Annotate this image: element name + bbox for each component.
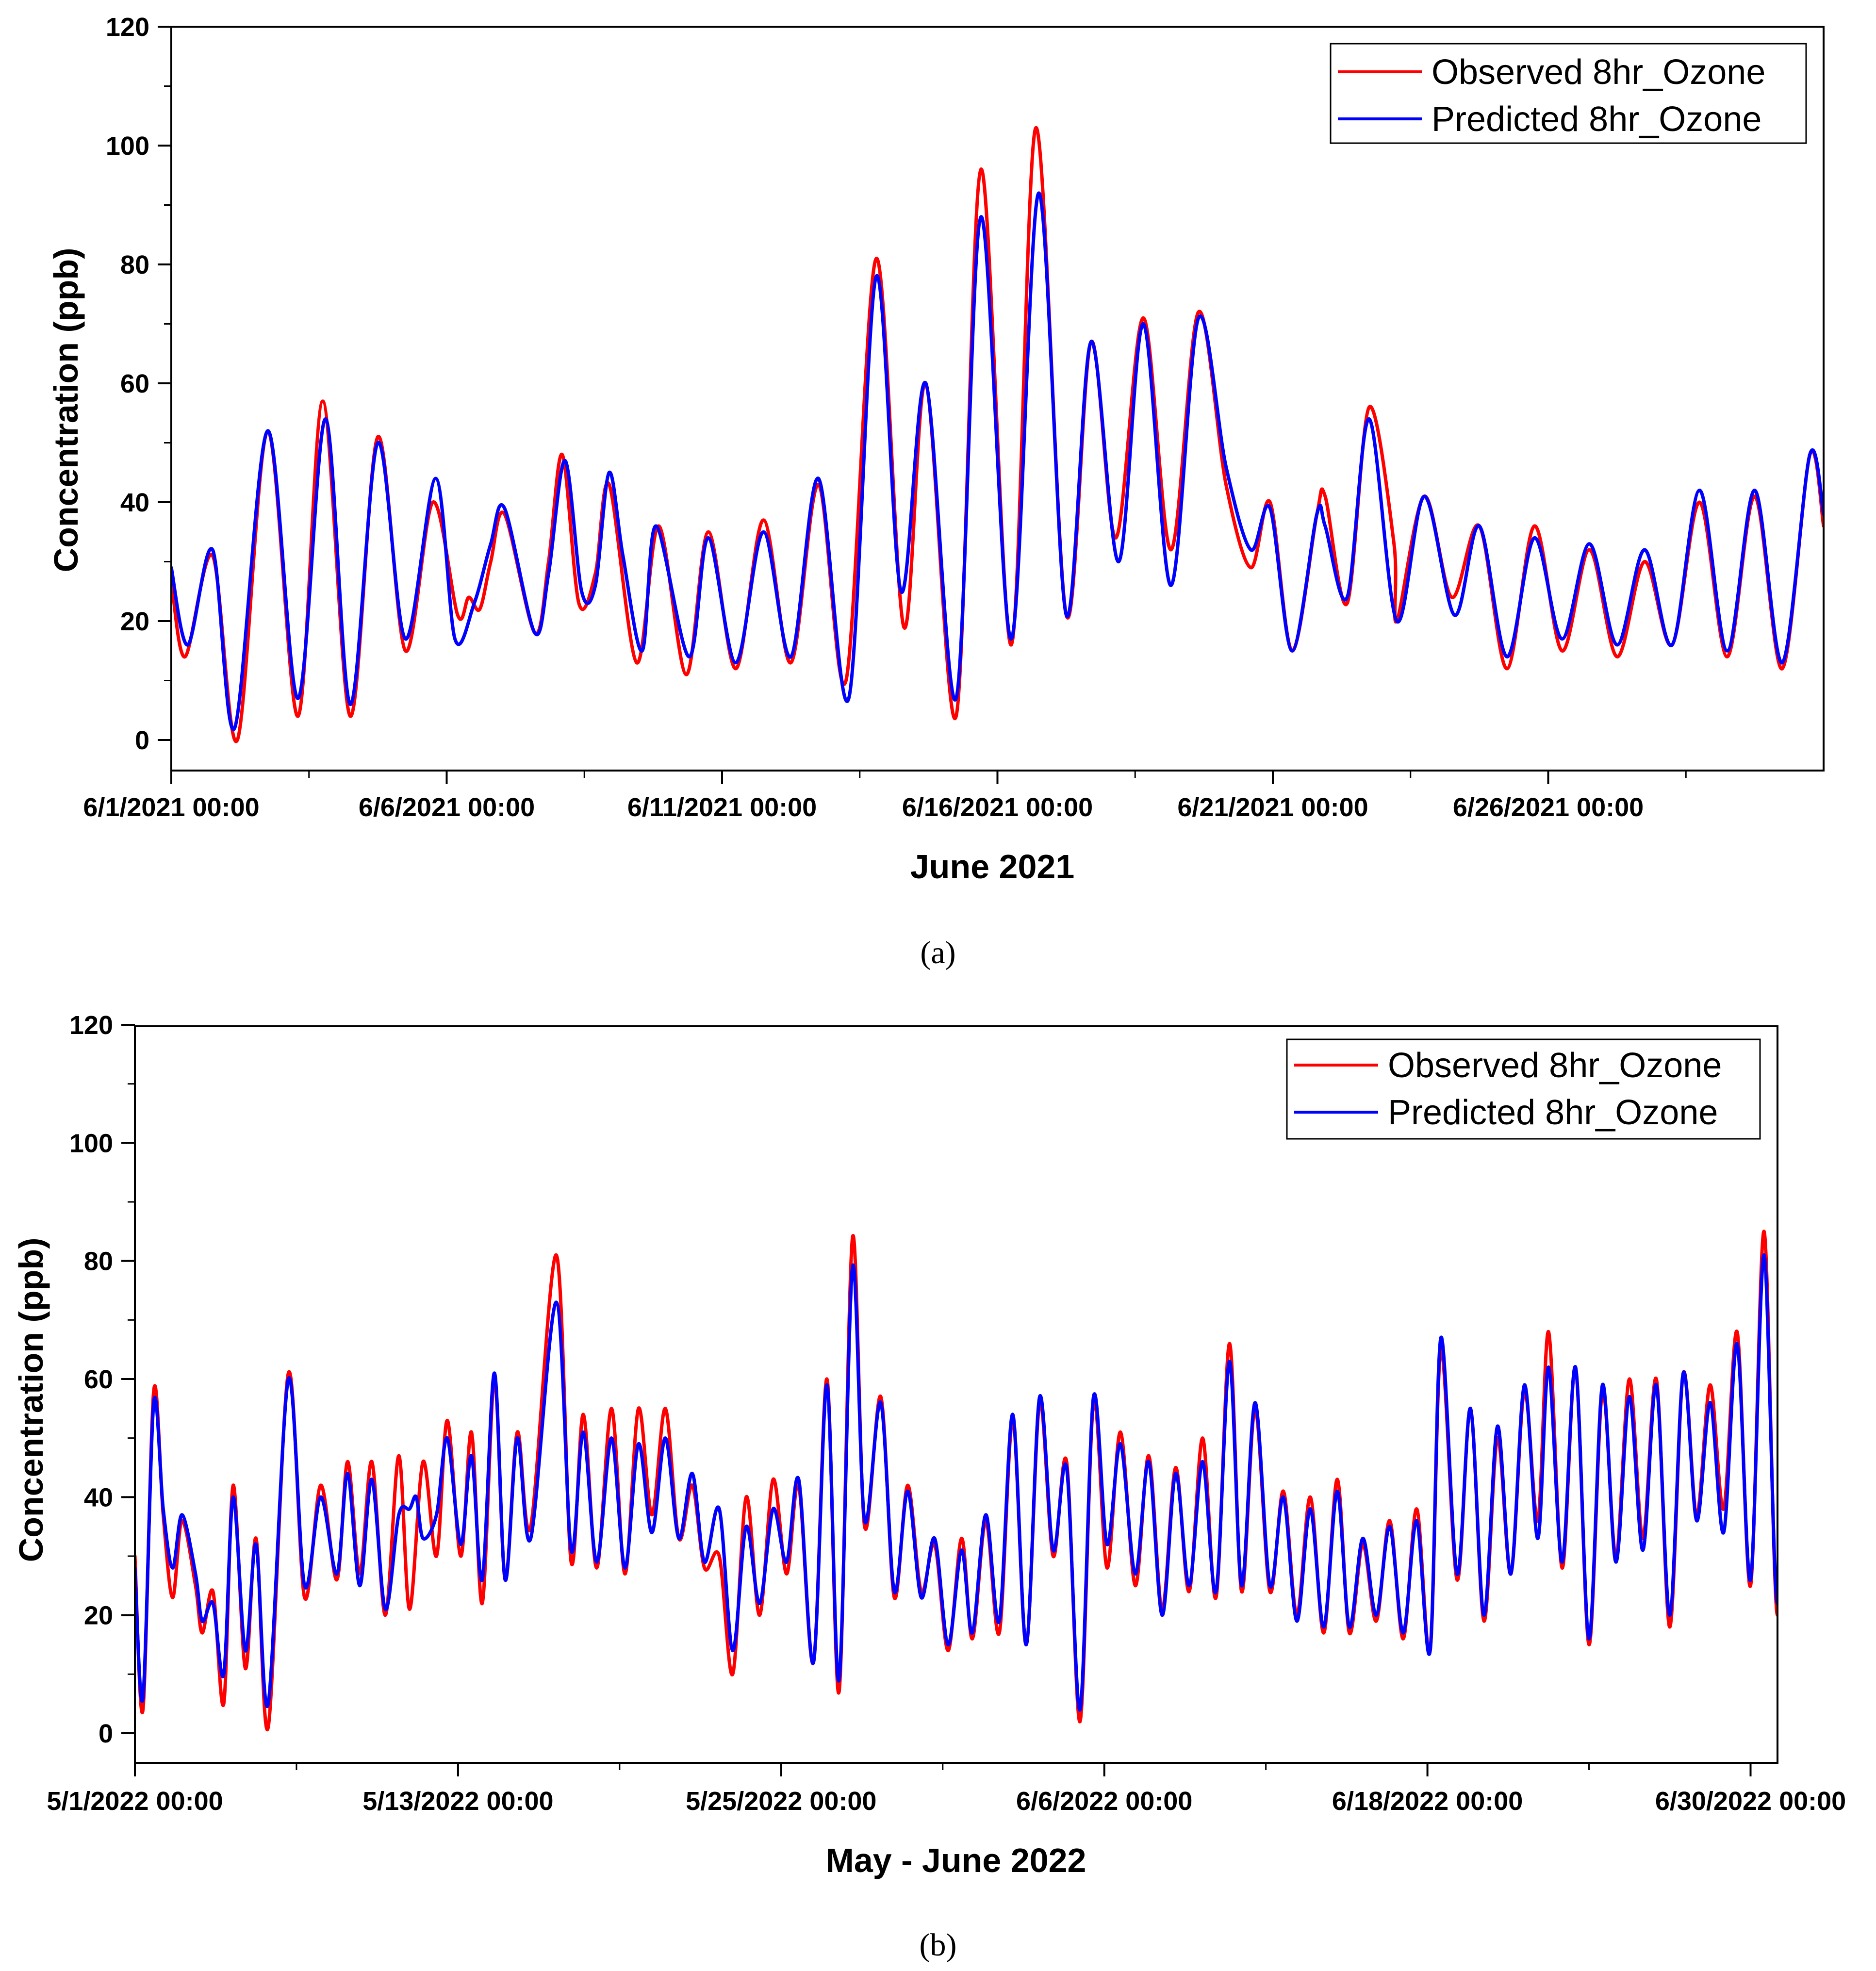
panel-a-legend-box: [1330, 43, 1807, 144]
panel-b-y-tick-label: 40: [84, 1483, 113, 1512]
panel-b-x-tick-label: 5/25/2022 00:00: [686, 1787, 876, 1816]
panel-b-y-axis-title: Concentration (ppb): [12, 1238, 50, 1562]
panel-a-y-tick-label: 60: [120, 369, 149, 398]
panel-b-y-tick-label: 100: [69, 1129, 113, 1158]
panel-b-x-tick-label: 5/13/2022 00:00: [362, 1787, 553, 1816]
panel-b-legend: Observed 8hr_Ozone Predicted 8hr_Ozone: [1286, 1038, 1761, 1140]
panel-a-x-tick-label: 6/6/2021 00:00: [359, 793, 535, 822]
panel-b-x-tick-label: 6/6/2022 00:00: [1016, 1787, 1192, 1816]
panel-a-x-tick-label: 6/21/2021 00:00: [1177, 793, 1368, 822]
panel-a-x-axis: 6/1/2021 00:00 6/6/2021 00:00 6/11/2021 00…: [83, 771, 1687, 822]
panel-a-x-tick-label: 6/11/2021 00:00: [627, 793, 817, 822]
panel-a-plot-area: [171, 126, 1824, 743]
panel-a-x-tick-label: 6/26/2021 00:00: [1453, 793, 1644, 822]
panel-a: 0 20 40 60 80 100 120 6/1/2021 00:00 6/6/2021 0…: [47, 13, 1825, 970]
panel-b-x-tick-label: 5/1/2022 00:00: [47, 1787, 223, 1816]
panel-b-legend-label-predicted: Predicted 8hr_Ozone: [1388, 1093, 1718, 1132]
panel-b-legend-label-observed: Observed 8hr_Ozone: [1388, 1046, 1722, 1085]
panel-a-x-tick-label: 6/1/2021 00:00: [83, 793, 259, 822]
panel-a-y-axis: 0 20 40 60 80 100 120: [106, 13, 171, 755]
panel-b-y-tick-label: 60: [84, 1365, 113, 1394]
panel-b-legend-box: [1286, 1038, 1761, 1140]
panel-a-caption: (a): [920, 935, 955, 970]
panel-b-frame: [134, 1025, 1778, 1764]
panel-a-series-predicted-line: [171, 191, 1824, 731]
panel-a-x-tick-label: 6/16/2021 00:00: [902, 793, 1093, 822]
panel-b-y-axis: 0 20 40 60 80 100 120: [69, 1011, 135, 1748]
panel-b-caption: (b): [920, 1927, 957, 1963]
panel-b: 0 20 40 60 80 100 120 5/1/2022 00:00 5/13/2022 …: [12, 1011, 1846, 1963]
panel-b-x-axis: 5/1/2022 00:00 5/13/2022 00:00 5/25/2022 0…: [47, 1763, 1846, 1816]
panel-b-y-tick-label: 80: [84, 1247, 113, 1276]
panel-b-x-axis-title: May - June 2022: [826, 1841, 1086, 1879]
panel-a-legend-label-predicted: Predicted 8hr_Ozone: [1432, 100, 1761, 139]
panel-b-series-predicted-line: [135, 1253, 1777, 1712]
panel-b-y-tick-label: 0: [99, 1719, 113, 1748]
panel-b-y-tick-label: 120: [69, 1011, 113, 1040]
panel-a-y-axis-title: Concentration (ppb): [47, 248, 85, 573]
panel-a-x-axis-title: June 2021: [910, 848, 1075, 886]
panel-a-legend: Observed 8hr_Ozone Predicted 8hr_Ozone: [1330, 43, 1807, 144]
panel-a-y-tick-label: 80: [120, 250, 149, 279]
panel-a-y-tick-label: 100: [106, 131, 149, 161]
panel-b-x-tick-label: 6/18/2022 00:00: [1332, 1787, 1523, 1816]
panel-a-y-tick-label: 0: [135, 726, 149, 755]
panel-b-x-tick-label: 6/30/2022 00:00: [1655, 1787, 1846, 1816]
panel-b-y-tick-label: 20: [84, 1601, 113, 1630]
panel-b-plot-area: [135, 1230, 1777, 1731]
panel-a-legend-label-observed: Observed 8hr_Ozone: [1432, 53, 1765, 92]
panel-a-y-tick-label: 120: [106, 13, 149, 42]
panel-a-y-tick-label: 20: [120, 607, 149, 636]
panel-a-y-tick-label: 40: [120, 488, 149, 517]
